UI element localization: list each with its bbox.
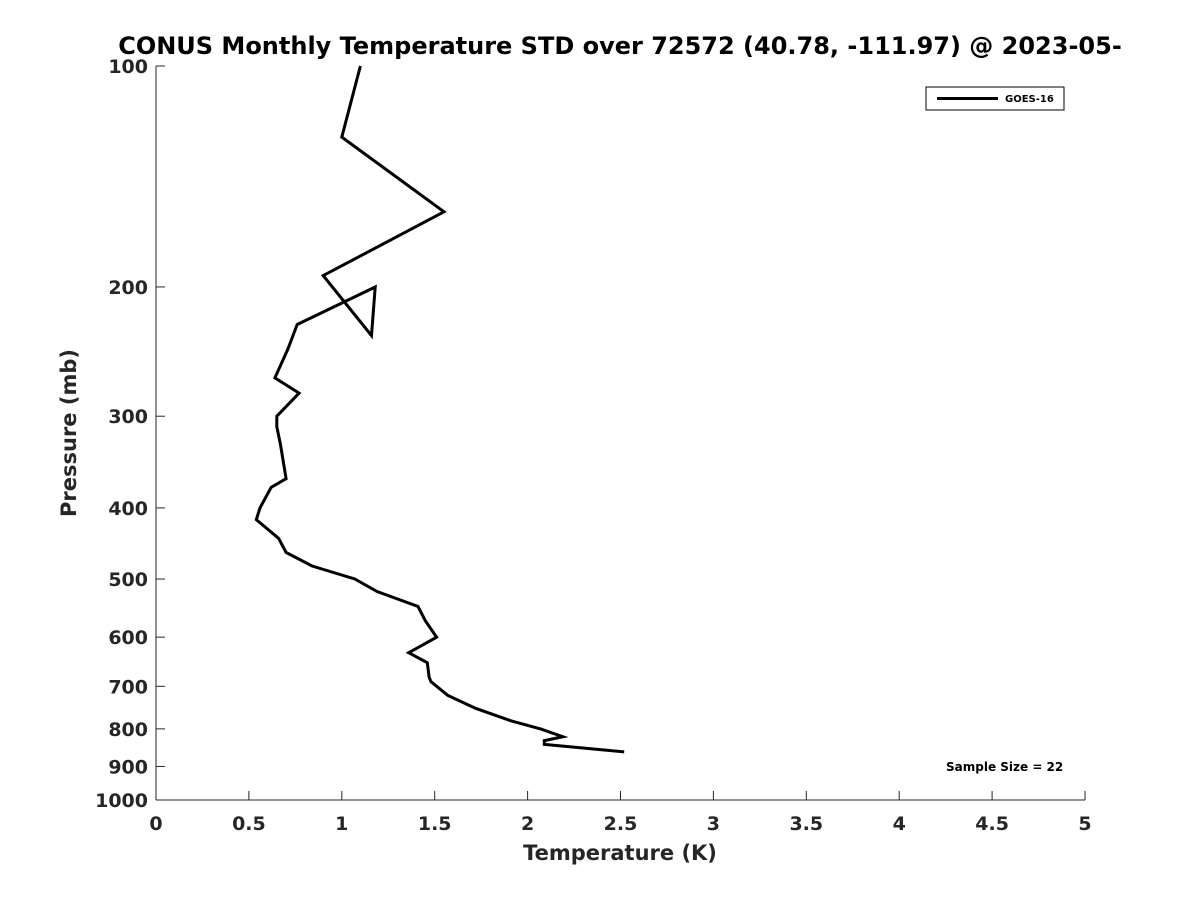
y-axis-ticks: 100 200 300 400 500 600 700 800 900 1000 [95, 56, 165, 812]
x-tick-label: 4.5 [975, 813, 1009, 835]
sample-size-annotation: Sample Size = 22 [946, 760, 1063, 774]
y-tick-label: 1000 [95, 790, 148, 812]
chart-title: CONUS Monthly Temperature STD over 72572… [118, 32, 1122, 60]
y-tick-label: 400 [108, 498, 148, 520]
x-axis-label: Temperature (K) [523, 841, 717, 865]
y-tick-label: 800 [108, 719, 148, 741]
x-tick-label: 0.5 [232, 813, 266, 835]
series-line-goes-16 [254, 65, 625, 754]
x-axis-ticks: 0 0.5 1 1.5 2 2.5 3 3.5 4 4.5 5 [149, 791, 1092, 835]
y-axis-label: Pressure (mb) [57, 349, 81, 517]
x-tick-label: 1 [335, 813, 348, 835]
x-tick-label: 2 [521, 813, 534, 835]
x-tick-label: 3 [707, 813, 720, 835]
legend: GOES-16 [925, 86, 1065, 111]
x-tick-label: 1.5 [418, 813, 452, 835]
x-tick-label: 5 [1078, 813, 1091, 835]
x-tick-label: 0 [149, 813, 162, 835]
y-tick-label: 100 [108, 56, 148, 78]
y-tick-label: 700 [108, 676, 148, 698]
y-tick-label: 500 [108, 569, 148, 591]
y-tick-label: 200 [108, 277, 148, 299]
legend-label: GOES-16 [1005, 94, 1054, 105]
y-tick-label: 600 [108, 627, 148, 649]
y-tick-label: 900 [108, 756, 148, 778]
x-tick-label: 4 [893, 813, 906, 835]
y-tick-label: 300 [108, 406, 148, 428]
x-tick-label: 3.5 [789, 813, 823, 835]
x-tick-label: 2.5 [604, 813, 638, 835]
